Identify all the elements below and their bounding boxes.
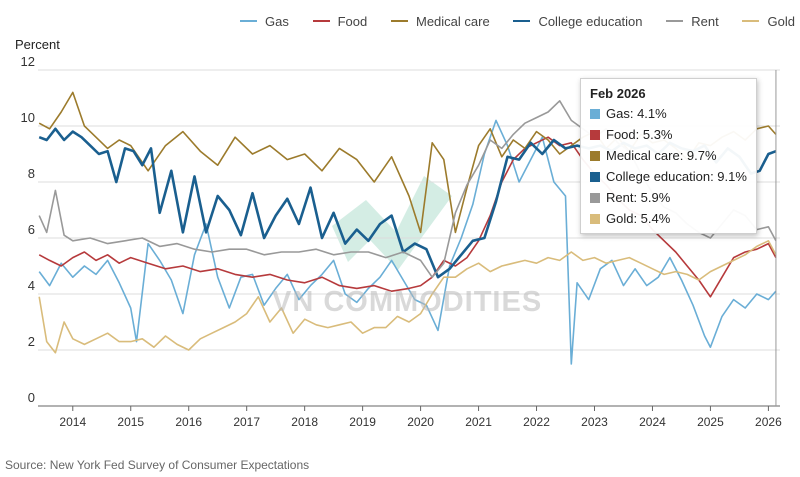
- legend-swatch: [742, 19, 760, 23]
- x-tick-label: 2016: [175, 415, 202, 429]
- legend-label: Gas: [265, 13, 289, 29]
- chart-legend: Gas Food Medical care College education Rent…: [240, 11, 795, 31]
- tooltip-swatch: [590, 213, 600, 224]
- legend-label: Gold: [767, 13, 795, 29]
- legend-item[interactable]: Food: [312, 13, 368, 29]
- legend-label: Rent: [691, 13, 719, 29]
- tooltip-row: Food: 5.3%: [590, 124, 756, 145]
- tooltip-label: Medical care: 9.7%: [606, 148, 717, 163]
- x-tick-label: 2021: [465, 415, 492, 429]
- tooltip-swatch: [590, 150, 600, 161]
- legend-item[interactable]: Gas: [240, 14, 289, 29]
- series-line-food: [38, 136, 777, 298]
- tooltip-swatch: [590, 171, 600, 182]
- legend-label: College education: [538, 13, 643, 29]
- tooltip-row: Gold: 5.4%: [590, 208, 756, 229]
- legend-swatch: [312, 19, 330, 23]
- tooltip-swatch: [590, 192, 600, 203]
- x-tick-label: 2017: [233, 415, 260, 429]
- tooltip-swatch: [590, 129, 600, 140]
- legend-item[interactable]: Rent: [666, 13, 719, 29]
- chart-tooltip: Feb 2026 Gas: 4.1% Food: 5.3% Medical care…: [580, 78, 757, 234]
- y-tick-label: 12: [21, 54, 35, 69]
- x-tick-label: 2025: [697, 415, 724, 429]
- tooltip-label: Gas: 4.1%: [606, 106, 667, 121]
- y-tick-label: 0: [28, 390, 35, 405]
- source-note: Source: New York Fed Survey of Consumer …: [5, 458, 310, 472]
- x-tick-label: 2014: [59, 415, 86, 429]
- tooltip-row: Gas: 4.1%: [590, 103, 756, 124]
- watermark-text: VN COMMODITIES: [272, 286, 543, 318]
- legend-item[interactable]: College education: [513, 13, 643, 29]
- tooltip-title: Feb 2026: [590, 86, 646, 101]
- legend-swatch: [240, 19, 257, 23]
- legend-swatch: [390, 19, 408, 23]
- series-line-gold: [38, 240, 777, 354]
- series-line-gas: [38, 119, 777, 365]
- x-tick-label: 2019: [349, 415, 376, 429]
- x-tick-label: 2015: [117, 415, 144, 429]
- tooltip-row: Medical care: 9.7%: [590, 145, 756, 166]
- x-tick-label: 2018: [291, 415, 318, 429]
- tooltip-label: Rent: 5.9%: [606, 190, 671, 205]
- tooltip-row: College education: 9.1%: [590, 166, 756, 187]
- x-tick-label: 2024: [639, 415, 666, 429]
- legend-swatch: [513, 19, 531, 23]
- legend-swatch: [666, 19, 684, 23]
- tooltip-row: Rent: 5.9%: [590, 187, 756, 208]
- y-tick-label: 10: [21, 110, 35, 125]
- x-tick-label: 2022: [523, 415, 550, 429]
- tooltip-label: College education: 9.1%: [606, 169, 747, 184]
- legend-item[interactable]: Medical care: [390, 13, 490, 29]
- x-tick-label: 2023: [581, 415, 608, 429]
- x-tick-label: 2020: [407, 415, 434, 429]
- watermark-logo-icon: [332, 176, 452, 270]
- legend-label: Medical care: [415, 13, 490, 29]
- legend-item[interactable]: Gold: [742, 13, 795, 29]
- y-axis-title: Percent: [15, 37, 60, 52]
- y-tick-label: 2: [28, 334, 35, 349]
- legend-label: Food: [337, 13, 368, 29]
- tooltip-label: Gold: 5.4%: [606, 211, 671, 226]
- y-tick-label: 4: [28, 278, 35, 293]
- tooltip-swatch: [590, 108, 600, 119]
- tooltip-entries: Gas: 4.1% Food: 5.3% Medical care: 9.7% Col…: [581, 103, 756, 229]
- x-tick-label: 2026: [755, 415, 782, 429]
- tooltip-label: Food: 5.3%: [606, 127, 673, 142]
- y-tick-label: 6: [28, 222, 35, 237]
- y-tick-label: 8: [28, 166, 35, 181]
